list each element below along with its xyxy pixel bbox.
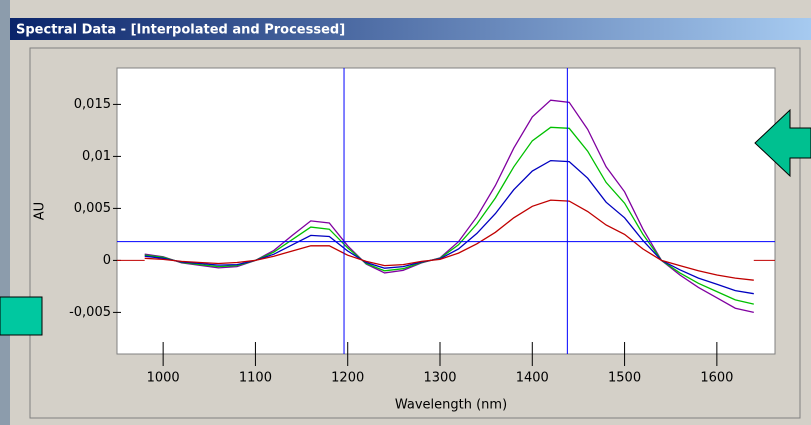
x-axis-label: Wavelength (nm) bbox=[395, 398, 507, 413]
plot-area bbox=[116, 67, 776, 355]
y-tick-label: -0,005 bbox=[69, 305, 111, 320]
x-tick-label: 1600 bbox=[700, 371, 733, 386]
spectrum-line bbox=[144, 159, 754, 295]
x-tick-label: 1300 bbox=[423, 371, 456, 386]
window-title: Spectral Data - [Interpolated and Proces… bbox=[16, 23, 345, 38]
y-tick-label: 0,01 bbox=[82, 149, 111, 164]
y-tick-label: 0 bbox=[103, 253, 111, 268]
y-axis-label: AU bbox=[33, 202, 48, 220]
x-tick-label: 1000 bbox=[147, 371, 180, 386]
x-tick-label: 1400 bbox=[516, 371, 549, 386]
title-bar bbox=[10, 18, 811, 40]
x-tick-label: 1500 bbox=[608, 371, 641, 386]
arrow bbox=[754, 108, 811, 178]
y-tick-label: 0,015 bbox=[74, 97, 111, 112]
x-tick-label: 1100 bbox=[239, 371, 272, 386]
marker-box bbox=[0, 296, 43, 336]
y-tick-label: 0,005 bbox=[74, 201, 111, 216]
spectrum-line bbox=[144, 199, 754, 281]
x-tick-label: 1200 bbox=[331, 371, 364, 386]
plot: -0,005 0 0,005 0,01 0,015 1000 1100 1200 1300 140… bbox=[69, 68, 775, 386]
